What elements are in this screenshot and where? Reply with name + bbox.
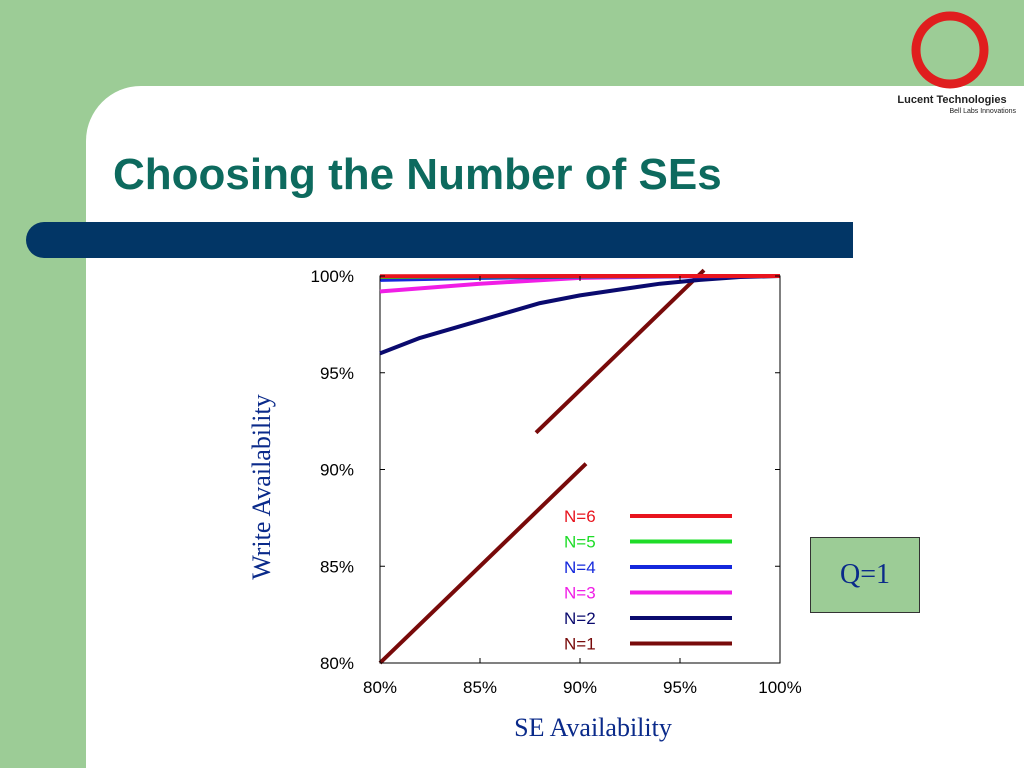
y-tick-label: 80% [320, 654, 354, 673]
legend-n2-label: N=2 [564, 609, 596, 628]
y-tick-label: 85% [320, 557, 354, 576]
y-axis-label: Write Availability [247, 394, 276, 579]
legend-n4-label: N=4 [564, 558, 596, 577]
x-tick-label: 95% [663, 678, 697, 697]
series-n1-line-2 [534, 268, 706, 435]
legend-n1-label: N=1 [564, 635, 596, 654]
y-tick-label: 100% [311, 267, 354, 286]
y-tick-label: 90% [320, 461, 354, 480]
x-tick-label: 85% [463, 678, 497, 697]
logo-brand-text: Lucent Technologies [897, 94, 1007, 106]
series-n2-line [379, 274, 781, 356]
legend-n6-label: N=6 [564, 507, 596, 526]
y-tick-label: 95% [320, 364, 354, 383]
legend: N=6 N=5 N=4 N=3 N=2 N=1 [564, 507, 732, 654]
legend-n5-label: N=5 [564, 533, 596, 552]
slide-title: Choosing the Number of SEs [113, 150, 722, 199]
q-annotation-text: Q=1 [839, 559, 890, 590]
series-n1-line-1 [378, 462, 588, 665]
q-annotation-box: Q=1 [810, 537, 920, 613]
logo-tagline-text: Bell Labs Innovations [949, 108, 1016, 115]
ticks-layer: 80% 85% 90% 95% 100% 80% 85% 90% 95% 100% [311, 267, 802, 697]
lucent-logo: Lucent Technologies Bell Labs Innovation… [888, 8, 1016, 123]
lucent-ring-icon [911, 11, 989, 89]
title-underline-bar [26, 222, 853, 258]
legend-n3-label: N=3 [564, 584, 596, 603]
x-tick-label: 80% [363, 678, 397, 697]
x-tick-label: 90% [563, 678, 597, 697]
x-tick-label: 100% [758, 678, 801, 697]
background-corner [0, 0, 358, 86]
x-axis-label: SE Availability [514, 713, 672, 742]
